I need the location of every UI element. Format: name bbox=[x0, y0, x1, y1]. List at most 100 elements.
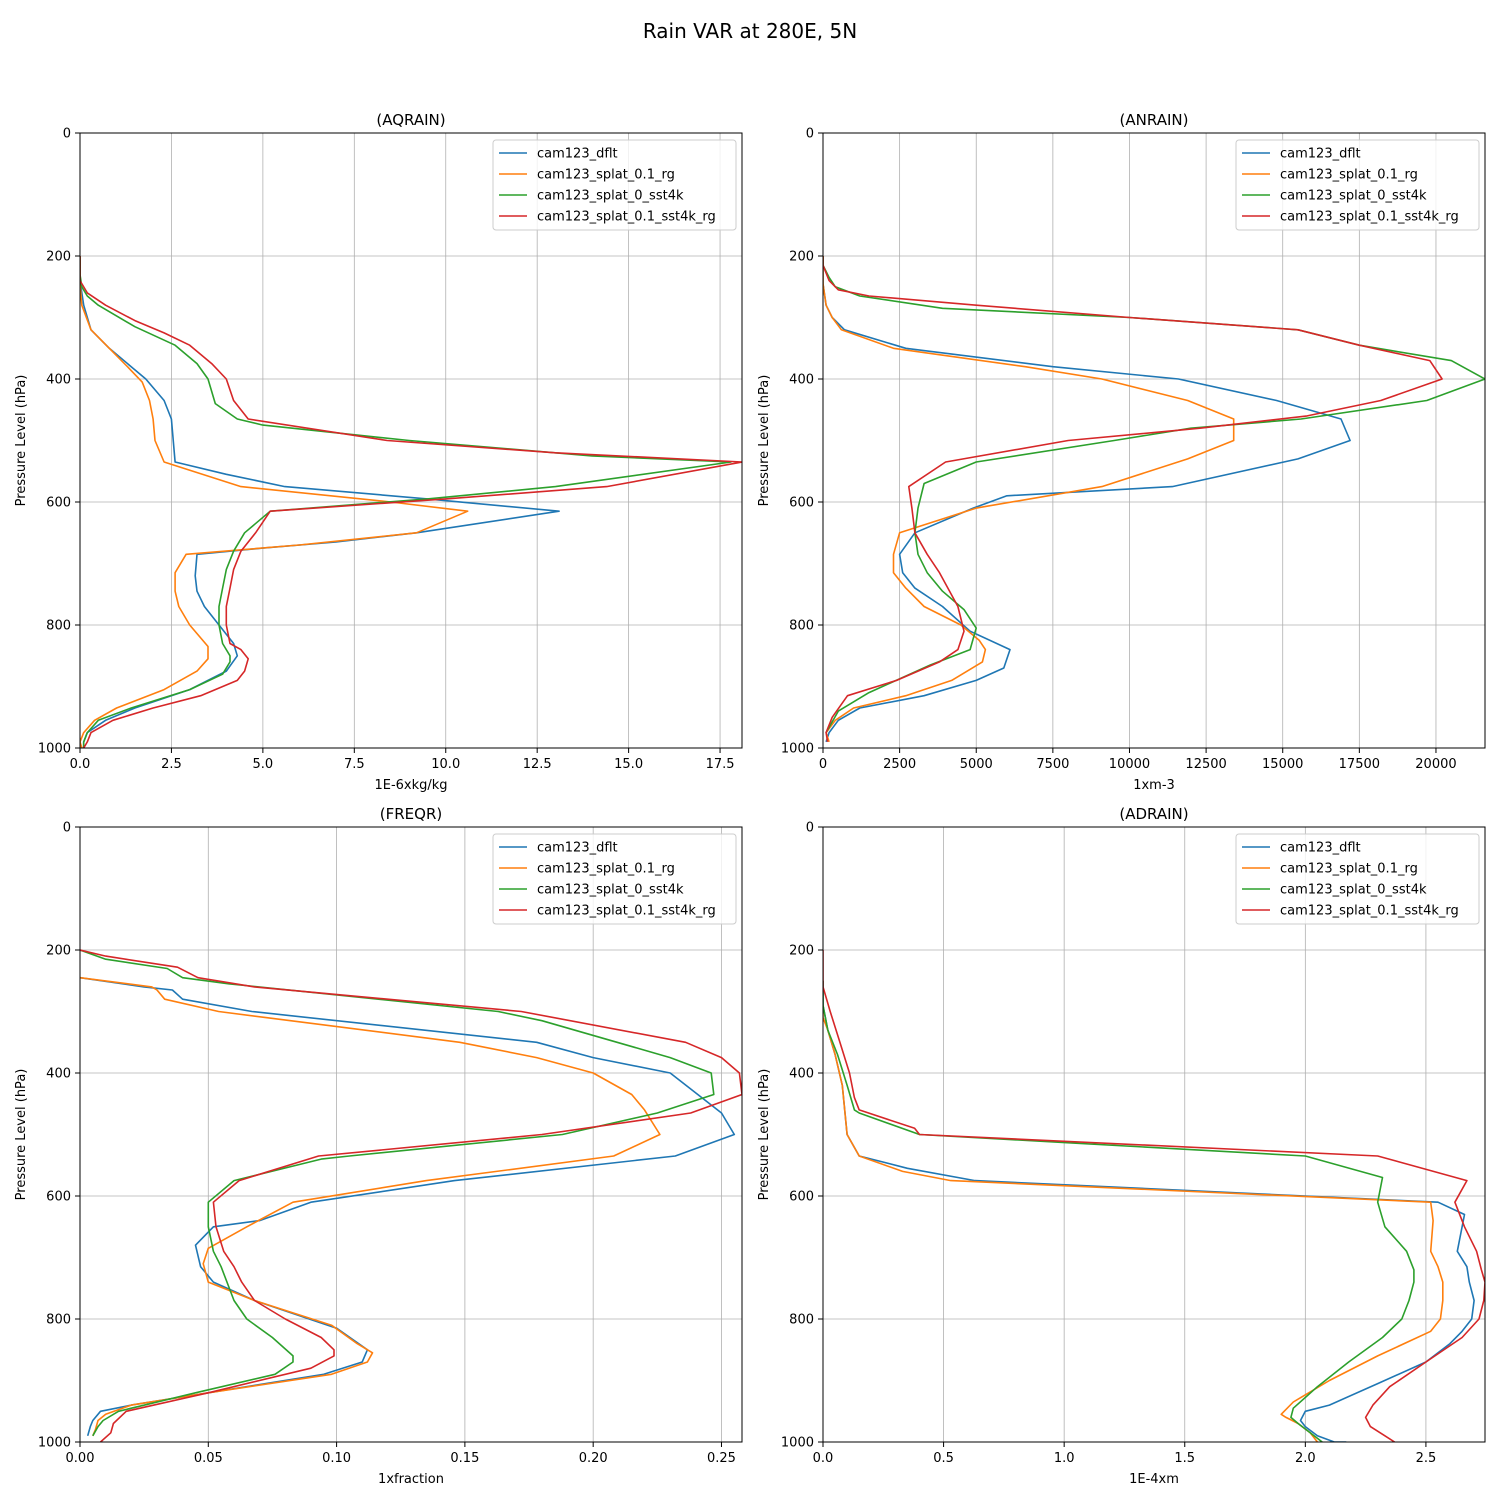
legend-label: cam123_splat_0.1_rg bbox=[537, 168, 675, 183]
x-tick-label: 0.15 bbox=[450, 1451, 479, 1466]
y-axis-label: Pressure Level (hPa) bbox=[14, 375, 29, 507]
x-tick-label: 0.05 bbox=[194, 1451, 223, 1466]
series-line-0 bbox=[823, 256, 1351, 743]
plot-frame bbox=[79, 132, 743, 749]
legend-label: cam123_splat_0.1_rg bbox=[1280, 862, 1418, 877]
legend: cam123_dflt cam123_splat_0.1_rg cam123_spl… bbox=[1235, 833, 1480, 925]
panel-3: 0.0 0.5 1.0 1.5 2.0 2.5 0 200 400 600 800 1000 (ADRA… bbox=[757, 805, 1486, 1487]
x-tick-label: 0.00 bbox=[66, 1451, 95, 1466]
series-group bbox=[80, 949, 742, 1442]
legend-label: cam123_dflt bbox=[1280, 147, 1361, 162]
legend-label: cam123_splat_0.1_sst4k_rg bbox=[1280, 210, 1459, 225]
x-axis-label: 1xfraction bbox=[378, 1472, 444, 1487]
plot-frame bbox=[822, 132, 1486, 749]
y-tick-label: 1000 bbox=[781, 742, 814, 757]
x-tick-label: 7500 bbox=[1036, 757, 1069, 772]
y-tick-label: 200 bbox=[46, 250, 71, 265]
legend-label: cam123_splat_0_sst4k bbox=[537, 883, 684, 898]
x-tick-label: 5.0 bbox=[253, 757, 274, 772]
x-tick-label: 20000 bbox=[1415, 757, 1456, 772]
y-tick-label: 800 bbox=[46, 1313, 71, 1328]
plot-frame bbox=[822, 826, 1486, 1443]
legend: cam123_dflt cam123_splat_0.1_rg cam123_spl… bbox=[492, 139, 737, 231]
legend-label: cam123_splat_0.1_sst4k_rg bbox=[537, 904, 716, 919]
series-line-3 bbox=[80, 949, 742, 1442]
legend-box bbox=[492, 833, 737, 925]
x-axis-label: 1xm-3 bbox=[1133, 778, 1175, 793]
legend-label: cam123_dflt bbox=[1280, 841, 1361, 856]
x-axis-label: 1E-6xkg/kg bbox=[374, 778, 447, 793]
y-tick-label: 1000 bbox=[38, 742, 71, 757]
panel-1: 0 2500 5000 7500 10000 12500 15000 17500 20000 0 2… bbox=[757, 111, 1486, 793]
series-line-0 bbox=[823, 980, 1475, 1442]
x-tick-label: 0.0 bbox=[813, 1451, 834, 1466]
x-tick-label: 0.0 bbox=[70, 757, 91, 772]
legend-label: cam123_dflt bbox=[537, 841, 618, 856]
legend-label: cam123_splat_0_sst4k bbox=[537, 189, 684, 204]
x-tick-label: 1.5 bbox=[1174, 1451, 1195, 1466]
y-tick-label: 600 bbox=[789, 1190, 814, 1205]
y-tick-label: 800 bbox=[789, 619, 814, 634]
panel-title: (AQRAIN) bbox=[376, 111, 445, 129]
x-tick-label: 7.5 bbox=[344, 757, 365, 772]
x-tick-label: 12500 bbox=[1185, 757, 1226, 772]
y-tick-label: 800 bbox=[46, 619, 71, 634]
y-tick-label: 800 bbox=[789, 1313, 814, 1328]
x-tick-label: 0.10 bbox=[322, 1451, 351, 1466]
x-tick-label: 5000 bbox=[960, 757, 993, 772]
y-tick-label: 400 bbox=[789, 373, 814, 388]
x-tick-label: 2.0 bbox=[1295, 1451, 1316, 1466]
y-tick-label: 600 bbox=[46, 496, 71, 511]
legend-label: cam123_splat_0_sst4k bbox=[1280, 189, 1427, 204]
y-axis-label: Pressure Level (hPa) bbox=[14, 1069, 29, 1201]
plot-frame bbox=[79, 826, 743, 1443]
y-tick-label: 400 bbox=[789, 1067, 814, 1082]
legend-label: cam123_splat_0_sst4k bbox=[1280, 883, 1427, 898]
y-tick-label: 600 bbox=[789, 496, 814, 511]
y-tick-label: 1000 bbox=[781, 1436, 814, 1451]
x-tick-label: 0 bbox=[819, 757, 827, 772]
x-tick-label: 0.25 bbox=[707, 1451, 736, 1466]
legend-box bbox=[1235, 139, 1480, 231]
series-line-1 bbox=[80, 256, 469, 748]
series-line-0 bbox=[80, 976, 736, 1437]
x-tick-label: 0.20 bbox=[579, 1451, 608, 1466]
panel-title: (ADRAIN) bbox=[1119, 805, 1188, 823]
y-tick-label: 200 bbox=[789, 944, 814, 959]
y-tick-label: 200 bbox=[789, 250, 814, 265]
y-tick-label: 0 bbox=[63, 821, 71, 836]
x-axis-label: 1E-4xm bbox=[1129, 1472, 1179, 1487]
series-line-2 bbox=[80, 949, 715, 1437]
series-line-1 bbox=[823, 256, 1235, 743]
x-tick-label: 2500 bbox=[883, 757, 916, 772]
y-tick-label: 1000 bbox=[38, 1436, 71, 1451]
y-tick-label: 400 bbox=[46, 1067, 71, 1082]
x-tick-label: 0.5 bbox=[933, 1451, 954, 1466]
x-tick-label: 15000 bbox=[1262, 757, 1303, 772]
legend-label: cam123_splat_0.1_sst4k_rg bbox=[537, 210, 716, 225]
x-tick-label: 12.5 bbox=[523, 757, 552, 772]
figure-title: Rain VAR at 280E, 5N bbox=[643, 19, 857, 43]
legend-label: cam123_splat_0.1_rg bbox=[537, 862, 675, 877]
x-tick-label: 2.5 bbox=[161, 757, 182, 772]
legend-label: cam123_splat_0.1_rg bbox=[1280, 168, 1418, 183]
x-tick-label: 1.0 bbox=[1054, 1451, 1075, 1466]
legend-label: cam123_splat_0.1_sst4k_rg bbox=[1280, 904, 1459, 919]
series-line-2 bbox=[823, 256, 1485, 733]
panel-title: (FREQR) bbox=[380, 805, 442, 823]
y-axis-label: Pressure Level (hPa) bbox=[757, 375, 772, 507]
y-tick-label: 0 bbox=[806, 821, 814, 836]
x-tick-label: 10.0 bbox=[431, 757, 460, 772]
legend-label: cam123_dflt bbox=[537, 147, 618, 162]
y-tick-label: 0 bbox=[63, 127, 71, 142]
series-group bbox=[80, 256, 742, 748]
series-group bbox=[823, 950, 1485, 1442]
legend-box bbox=[492, 139, 737, 231]
series-line-1 bbox=[80, 976, 661, 1437]
series-line-3 bbox=[823, 256, 1443, 743]
y-tick-label: 400 bbox=[46, 373, 71, 388]
legend-box bbox=[1235, 833, 1480, 925]
panel-title: (ANRAIN) bbox=[1120, 111, 1189, 129]
x-tick-label: 2.5 bbox=[1416, 1451, 1437, 1466]
